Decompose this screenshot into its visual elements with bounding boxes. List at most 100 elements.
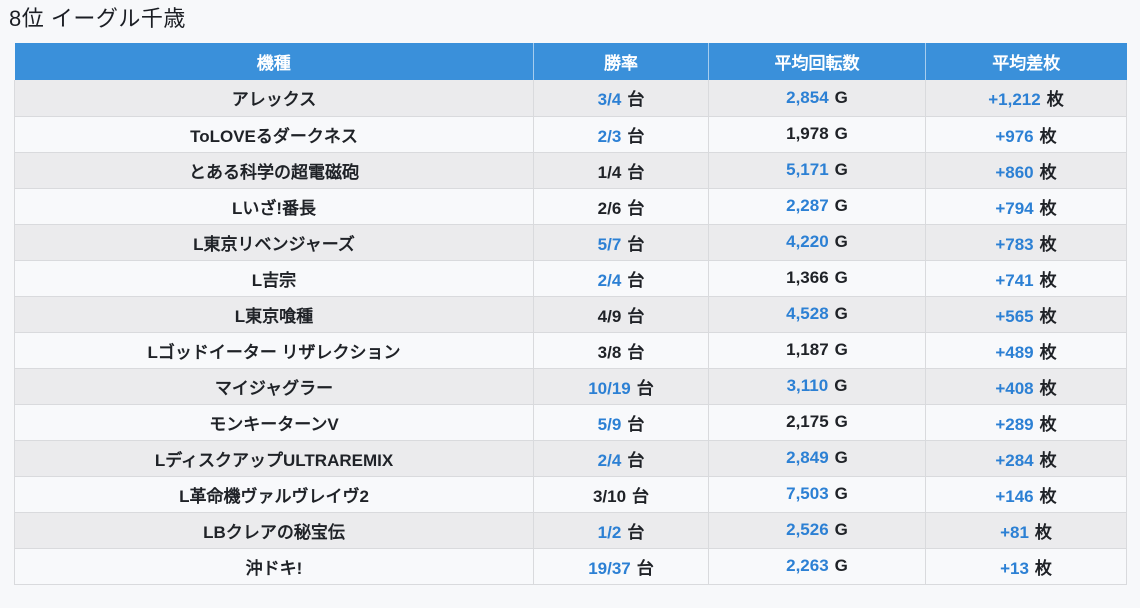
win-rate-cell: 3/10 台 [533, 476, 709, 513]
avg-diff-value: +81 [1000, 522, 1029, 542]
win-rate-unit: 台 [627, 90, 645, 110]
avg-spins-value: 3,110 [786, 376, 829, 395]
avg-spins-unit: G [834, 484, 848, 503]
win-rate-unit: 台 [636, 558, 654, 578]
table-row: ToLOVEるダークネス 2/3 台 1,978 G +976 枚 [14, 116, 1127, 153]
table-row: L吉宗 2/4 台 1,366 G +741 枚 [14, 260, 1127, 297]
table-row: L東京喰種 4/9 台 4,528 G +565 枚 [14, 296, 1127, 333]
machine-name-cell: アレックス [14, 80, 534, 117]
avg-spins-cell: 2,526 G [708, 512, 926, 549]
avg-spins-value: 2,263 [786, 556, 829, 575]
avg-diff-value: +408 [995, 378, 1034, 398]
machine-name-cell: L東京喰種 [14, 296, 534, 333]
avg-diff-cell: +794 枚 [925, 188, 1127, 225]
machine-name: L東京喰種 [234, 306, 314, 326]
win-rate-value: 5/7 [597, 234, 622, 254]
avg-diff-unit: 枚 [1039, 378, 1057, 398]
avg-diff-cell: +860 枚 [925, 152, 1127, 189]
machine-name: マイジャグラー [214, 378, 334, 398]
avg-spins-unit: G [834, 304, 848, 323]
win-rate-value: 2/6 [597, 198, 622, 218]
win-rate-unit: 台 [627, 522, 645, 542]
avg-diff-value: +565 [995, 306, 1034, 326]
win-rate-unit: 台 [627, 162, 645, 182]
avg-diff-value: +284 [995, 450, 1034, 470]
avg-spins-unit: G [834, 232, 848, 251]
win-rate-unit: 台 [627, 234, 645, 254]
machine-name-cell: L東京リベンジャーズ [14, 224, 534, 261]
avg-spins-unit: G [834, 268, 848, 287]
avg-diff-value: +289 [995, 414, 1034, 434]
avg-spins-value: 1,187 [786, 340, 829, 359]
avg-diff-cell: +783 枚 [925, 224, 1127, 261]
machine-name-cell: 沖ドキ! [14, 548, 534, 585]
avg-diff-cell: +408 枚 [925, 368, 1127, 405]
avg-diff-unit: 枚 [1046, 90, 1064, 110]
win-rate-unit: 台 [627, 198, 645, 218]
win-rate-cell: 4/9 台 [533, 296, 709, 333]
avg-spins-cell: 1,366 G [708, 260, 926, 297]
machine-name: 沖ドキ! [245, 558, 303, 578]
machine-name: LディスクアップULTRAREMIX [154, 450, 394, 470]
avg-spins-unit: G [834, 196, 848, 215]
win-rate-value: 2/3 [597, 126, 622, 146]
machine-name: Lいざ!番長 [231, 198, 317, 218]
avg-spins-cell: 3,110 G [708, 368, 926, 405]
avg-spins-value: 2,175 [786, 412, 829, 431]
avg-diff-unit: 枚 [1039, 414, 1057, 434]
avg-diff-cell: +489 枚 [925, 332, 1127, 369]
avg-diff-unit: 枚 [1034, 522, 1052, 542]
avg-spins-unit: G [834, 376, 848, 395]
avg-diff-unit: 枚 [1039, 306, 1057, 326]
avg-diff-unit: 枚 [1039, 126, 1057, 146]
table-row: Lいざ!番長 2/6 台 2,287 G +794 枚 [14, 188, 1127, 225]
avg-spins-cell: 5,171 G [708, 152, 926, 189]
avg-spins-cell: 2,287 G [708, 188, 926, 225]
win-rate-unit: 台 [636, 378, 654, 398]
avg-spins-value: 1,366 [786, 268, 829, 287]
avg-spins-cell: 7,503 G [708, 476, 926, 513]
column-header-machine: 機種 [14, 43, 534, 80]
avg-diff-unit: 枚 [1039, 450, 1057, 470]
machine-name-cell: Lいざ!番長 [14, 188, 534, 225]
avg-diff-cell: +565 枚 [925, 296, 1127, 333]
avg-diff-value: +1,212 [988, 90, 1041, 110]
machine-name-cell: Lゴッドイーター リザレクション [14, 332, 534, 369]
win-rate-unit: 台 [632, 486, 650, 506]
avg-spins-cell: 2,854 G [708, 80, 926, 117]
table-row: Lゴッドイーター リザレクション 3/8 台 1,187 G +489 枚 [14, 332, 1127, 369]
avg-spins-value: 2,287 [786, 196, 829, 215]
win-rate-value: 5/9 [597, 414, 622, 434]
avg-spins-unit: G [834, 87, 848, 107]
table-row: マイジャグラー 10/19 台 3,110 G +408 枚 [14, 368, 1127, 405]
avg-spins-value: 4,528 [786, 304, 829, 323]
avg-diff-unit: 枚 [1039, 486, 1057, 506]
machine-name: L東京リベンジャーズ [193, 234, 355, 254]
avg-spins-value: 2,854 [786, 87, 829, 107]
avg-diff-cell: +284 枚 [925, 440, 1127, 477]
avg-spins-unit: G [834, 520, 848, 539]
machine-stats-table: 機種 勝率 平均回転数 平均差枚 アレックス 3/4 台 2,854 G +1,21… [14, 43, 1127, 585]
column-header-avg-diff: 平均差枚 [925, 43, 1127, 80]
avg-diff-value: +13 [1000, 558, 1029, 578]
win-rate-unit: 台 [627, 450, 645, 470]
machine-name: L吉宗 [251, 270, 297, 290]
table-row: LディスクアップULTRAREMIX 2/4 台 2,849 G +284 枚 [14, 440, 1127, 477]
win-rate-cell: 2/3 台 [533, 116, 709, 153]
avg-spins-value: 4,220 [786, 232, 829, 251]
win-rate-value: 3/4 [597, 90, 622, 110]
column-header-win-rate: 勝率 [533, 43, 709, 80]
table-row: とある科学の超電磁砲 1/4 台 5,171 G +860 枚 [14, 152, 1127, 189]
page-title: 8位 イーグル千歳 [9, 6, 186, 31]
avg-diff-value: +783 [995, 234, 1034, 254]
win-rate-value: 4/9 [597, 306, 622, 326]
avg-diff-value: +489 [995, 342, 1034, 362]
table-row: L東京リベンジャーズ 5/7 台 4,220 G +783 枚 [14, 224, 1127, 261]
win-rate-value: 3/8 [597, 342, 622, 362]
avg-diff-unit: 枚 [1039, 198, 1057, 218]
machine-name: とある科学の超電磁砲 [189, 162, 359, 182]
avg-diff-cell: +13 枚 [925, 548, 1127, 585]
avg-diff-unit: 枚 [1039, 270, 1057, 290]
avg-spins-cell: 4,220 G [708, 224, 926, 261]
avg-spins-cell: 4,528 G [708, 296, 926, 333]
